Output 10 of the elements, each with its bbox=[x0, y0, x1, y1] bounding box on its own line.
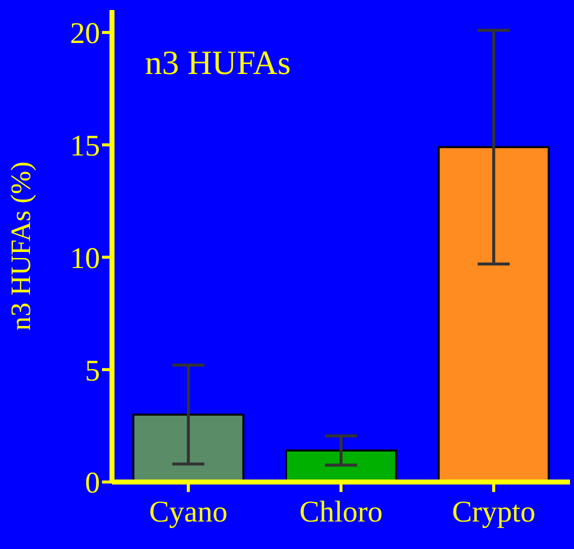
y-tick-label: 15 bbox=[70, 130, 100, 163]
y-tick-label: 0 bbox=[85, 466, 100, 500]
y-tick-label: 5 bbox=[85, 354, 100, 388]
y-tick-label: 10 bbox=[70, 242, 100, 275]
x-tick-label: Cyano bbox=[149, 495, 228, 528]
x-tick-label: Chloro bbox=[299, 495, 383, 528]
y-tick-label: 20 bbox=[70, 17, 100, 50]
x-tick-label: Crypto bbox=[452, 495, 536, 528]
panel-label: n3 HUFAs bbox=[145, 45, 291, 83]
y-axis-title: n3 HUFAs (%) bbox=[6, 161, 37, 331]
